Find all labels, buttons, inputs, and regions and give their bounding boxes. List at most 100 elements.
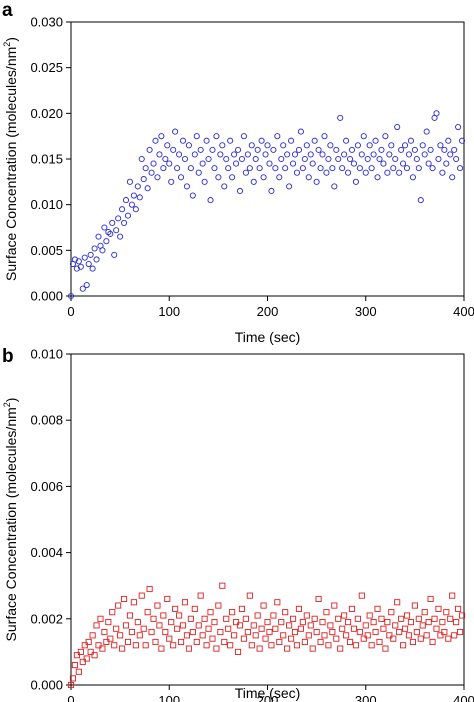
- data-point: [219, 582, 226, 589]
- data-point: [179, 137, 187, 144]
- data-point: [392, 155, 399, 163]
- data-point: [368, 642, 375, 649]
- data-point: [455, 123, 462, 131]
- data-point: [366, 612, 373, 619]
- data-point: [181, 155, 189, 163]
- data-point: [166, 635, 173, 642]
- data-point: [250, 622, 257, 629]
- data-point: [89, 632, 96, 639]
- data-point: [321, 133, 328, 140]
- data-point: [138, 592, 145, 599]
- data-point: [313, 628, 320, 636]
- data-point: [130, 599, 137, 606]
- data-point: [354, 615, 361, 622]
- data-point: [282, 609, 289, 616]
- data-series: [67, 582, 466, 689]
- data-point: [384, 619, 391, 626]
- data-point: [211, 619, 218, 626]
- data-point: [427, 595, 434, 602]
- data-point: [242, 615, 249, 622]
- data-point: [311, 137, 318, 144]
- data-point: [335, 615, 342, 622]
- data-point: [197, 592, 204, 599]
- data-point: [183, 632, 190, 639]
- chart-panel-b: b 0 100 200 300 400 0.000 0.002 0.004 0.006 0.008 0…: [2, 346, 474, 702]
- data-point: [274, 133, 281, 140]
- data-point: [293, 169, 301, 176]
- data-point: [266, 160, 273, 167]
- data-point: [278, 619, 285, 626]
- data-point: [295, 146, 302, 153]
- data-point: [358, 592, 365, 599]
- data-point: [117, 632, 124, 639]
- data-point: [189, 192, 196, 199]
- data-point: [445, 635, 452, 642]
- data-point: [295, 605, 302, 612]
- data-point: [168, 619, 175, 626]
- data-point: [97, 615, 104, 622]
- data-point: [195, 169, 202, 176]
- data-point: [227, 137, 234, 144]
- data-point: [276, 174, 283, 181]
- data-point: [415, 615, 422, 622]
- data-point: [205, 155, 212, 163]
- data-point: [121, 595, 128, 602]
- data-point: [71, 256, 78, 263]
- data-point: [236, 622, 244, 629]
- data-point: [339, 165, 346, 172]
- data-point: [150, 615, 157, 622]
- data-point: [264, 142, 271, 149]
- data-point: [407, 619, 414, 626]
- data-point: [337, 645, 344, 652]
- data-point: [142, 642, 149, 649]
- data-point: [117, 233, 124, 240]
- data-point: [394, 599, 401, 606]
- data-point: [248, 642, 255, 649]
- data-point: [209, 146, 216, 153]
- data-point: [413, 155, 420, 163]
- panel-label: a: [2, 0, 13, 21]
- data-point: [128, 628, 135, 636]
- data-point: [362, 622, 369, 629]
- data-point: [356, 165, 363, 172]
- data-point: [101, 628, 108, 636]
- data-point: [405, 632, 413, 639]
- data-point: [146, 585, 153, 593]
- data-point: [93, 622, 100, 629]
- data-point: [240, 635, 247, 642]
- data-point: [315, 146, 322, 153]
- data-point: [441, 628, 448, 636]
- data-point: [107, 635, 114, 642]
- data-point: [447, 615, 454, 622]
- data-point: [193, 638, 200, 646]
- data-point: [162, 155, 169, 163]
- data-point: [201, 615, 208, 622]
- data-point: [433, 625, 440, 632]
- data-point: [411, 146, 418, 153]
- x-tick-label: 0: [67, 693, 74, 702]
- data-point: [284, 645, 291, 652]
- data-point: [378, 146, 385, 153]
- data-point: [174, 165, 181, 172]
- data-point: [417, 197, 424, 204]
- data-point: [260, 174, 267, 181]
- data-point: [297, 128, 304, 135]
- data-point: [215, 602, 222, 609]
- data-point: [105, 619, 112, 626]
- data-point: [187, 165, 194, 172]
- data-point: [158, 645, 165, 652]
- data-point: [244, 151, 251, 158]
- data-point: [138, 155, 145, 163]
- data-point: [400, 642, 407, 649]
- data-point: [305, 632, 312, 639]
- data-point: [270, 612, 277, 619]
- data-point: [350, 160, 358, 167]
- data-point: [402, 625, 409, 632]
- data-point: [435, 155, 442, 163]
- data-point: [289, 160, 297, 167]
- data-point: [170, 642, 177, 649]
- data-point: [177, 174, 185, 181]
- data-point: [134, 183, 141, 190]
- data-point: [219, 142, 226, 149]
